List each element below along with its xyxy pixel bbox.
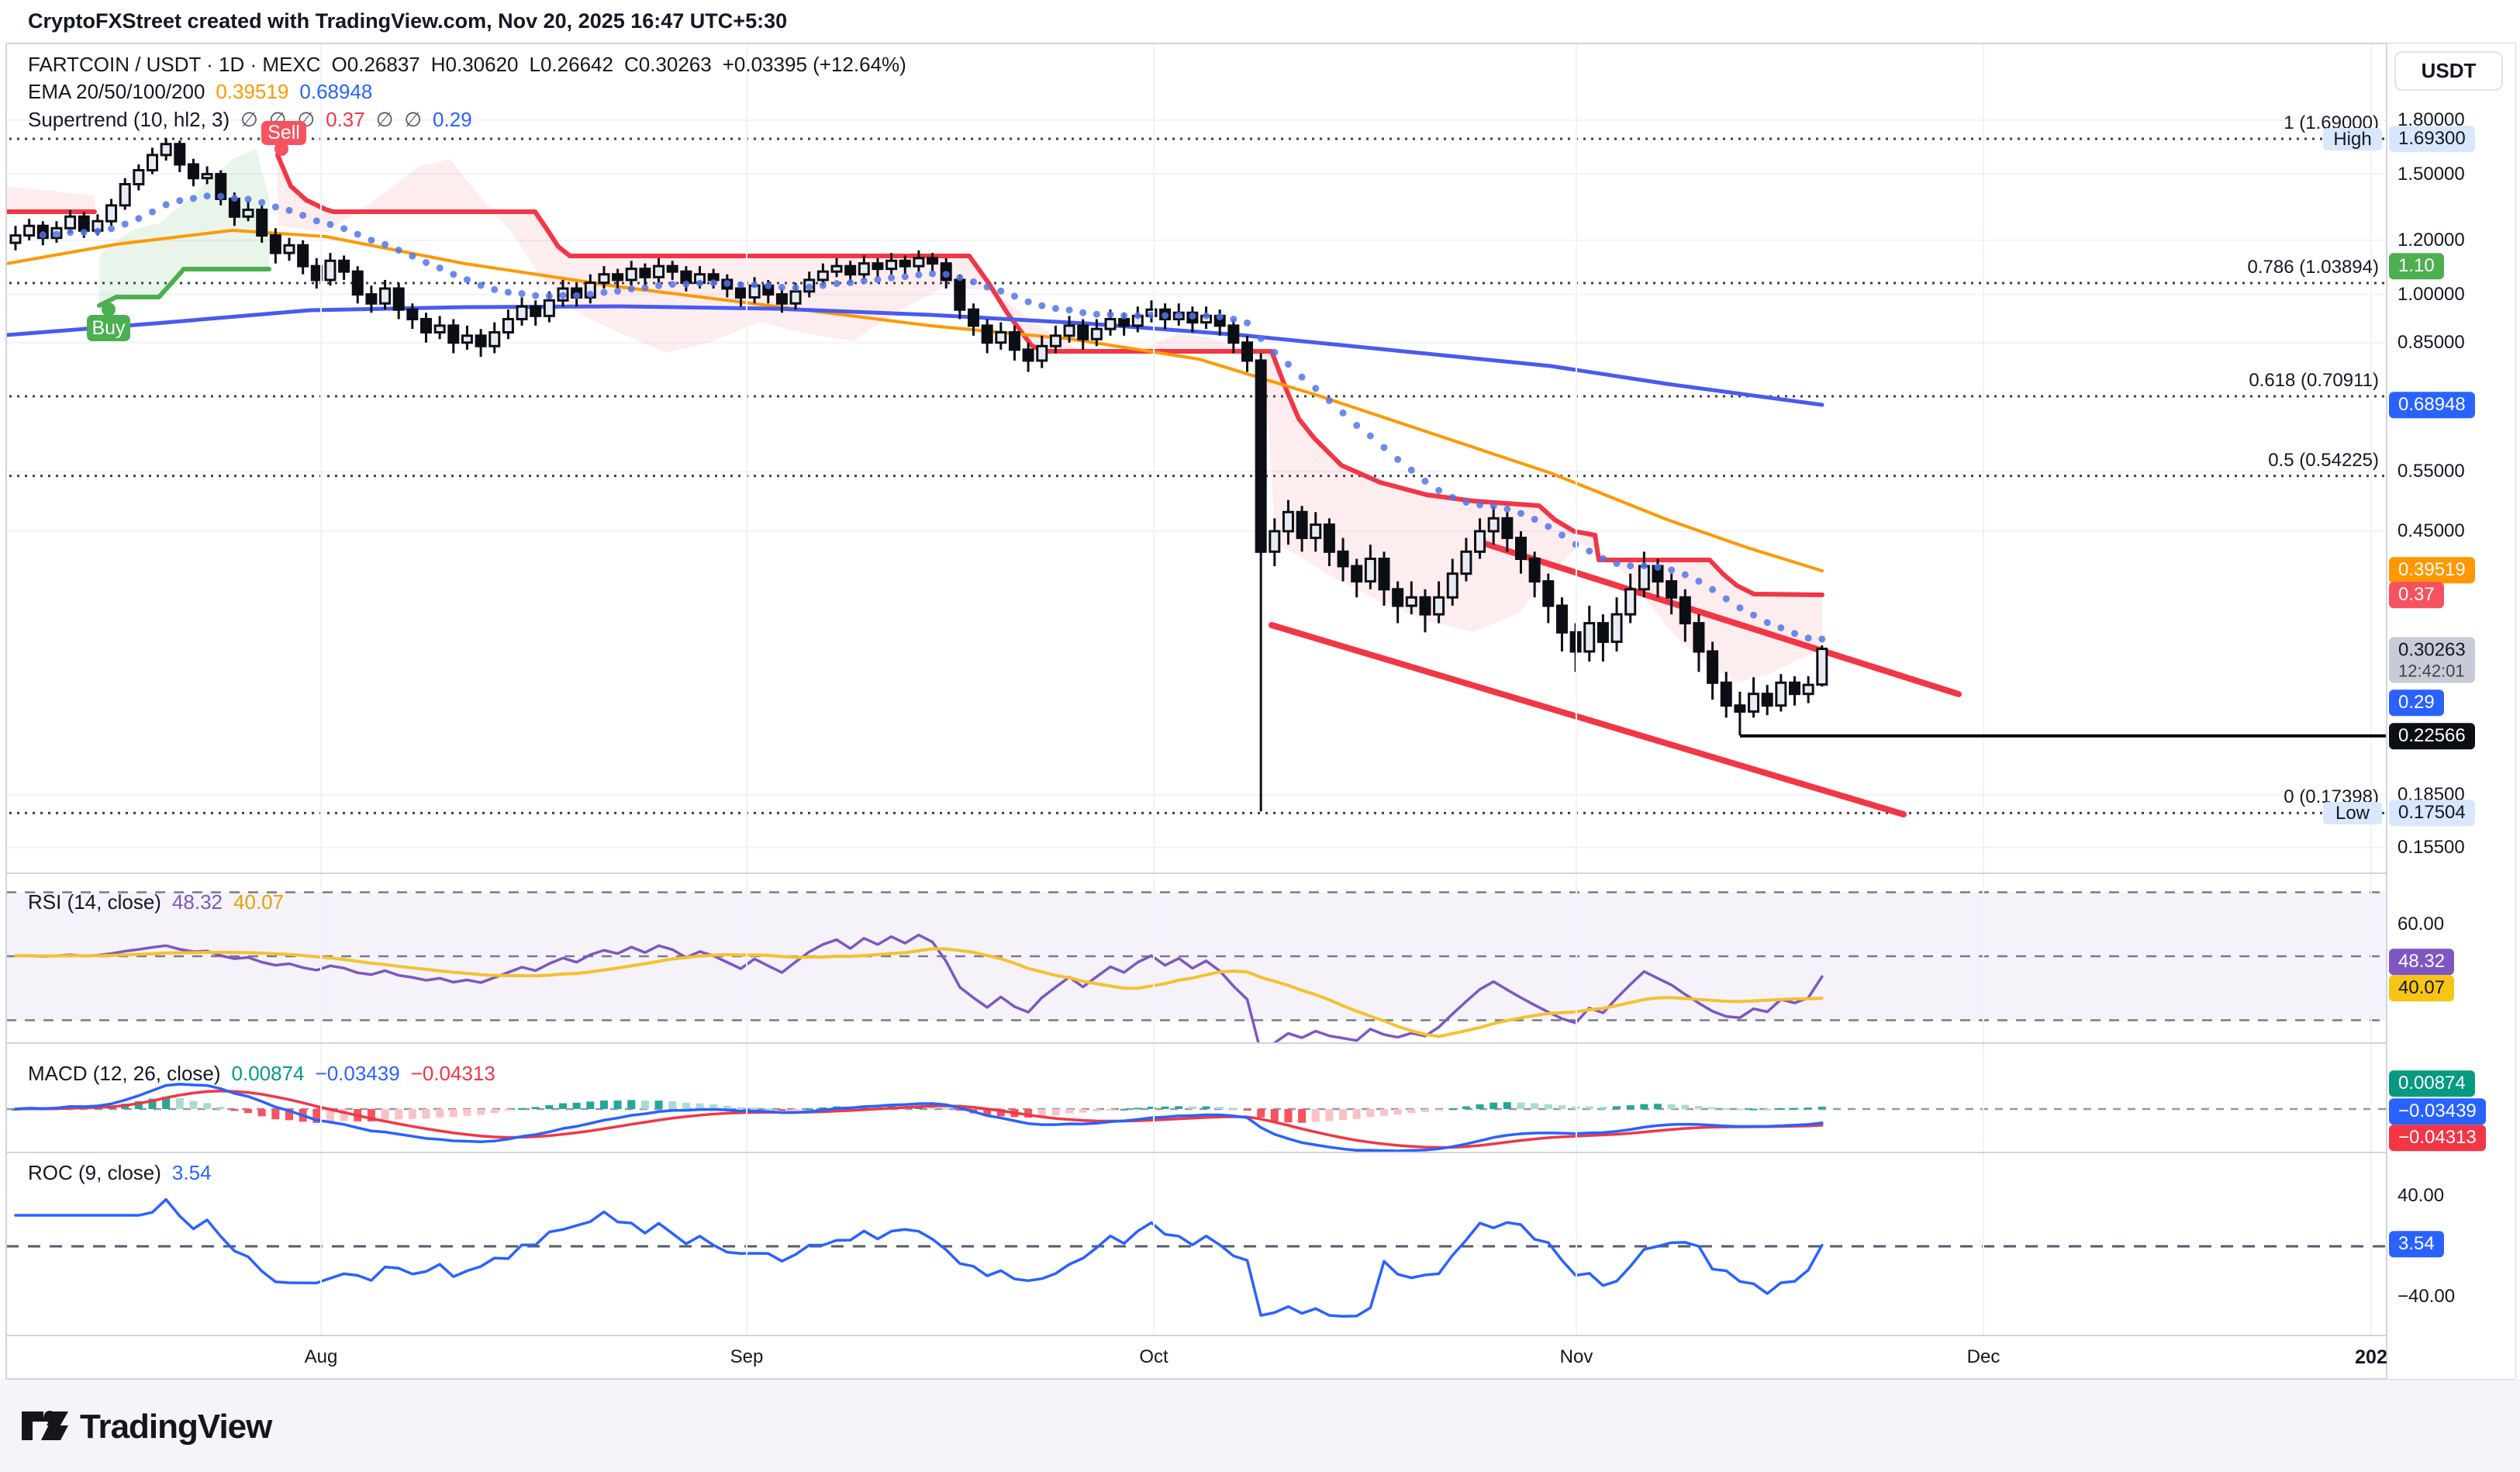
price-tick: 1.50000 (2397, 163, 2465, 185)
axis-price-badge: 0.17504 (2389, 800, 2475, 826)
time-axis-month-label: Aug (304, 1346, 338, 1367)
axis-price-badge: 40.07 (2389, 975, 2455, 1001)
ema-label[interactable]: EMA 20/50/100/200 (28, 80, 205, 103)
supertrend-buy-signal[interactable]: Buy (87, 315, 130, 341)
ohlc-change: +0.03395 (+12.64%) (722, 53, 906, 76)
time-axis-year-label: 202 (2355, 1346, 2387, 1368)
macd-hist-value: 0.00874 (231, 1062, 305, 1085)
price-tick: 1.20000 (2397, 229, 2465, 251)
buy-signal-label: Buy (91, 316, 126, 339)
indicator-tick: 60.00 (2397, 914, 2445, 935)
currency-label: USDT (2421, 59, 2477, 82)
rsi-pane (6, 891, 2387, 1043)
fib-level-label[interactable]: 0.786 (1.03894) (2247, 256, 2379, 278)
time-axis-month-label: Dec (1966, 1346, 2000, 1367)
axis-price-badge: 0.00874 (2389, 1070, 2475, 1097)
indicator-tick: 40.00 (2397, 1185, 2445, 1206)
hidden-value-icon: ∅ (375, 108, 394, 131)
sell-signal-label: Sell (268, 122, 300, 143)
price-tick: 0.85000 (2397, 331, 2465, 353)
axis-price-badge: −0.04313 (2389, 1125, 2486, 1151)
axis-price-badge: 0.29 (2389, 689, 2444, 716)
axis-price-badge: 3.54 (2389, 1231, 2444, 1257)
axis-price-badge: 0.22566 (2389, 723, 2475, 749)
high-chip-label: High (2333, 128, 2372, 150)
time-axis-month-label: Oct (1139, 1346, 1169, 1367)
legend-rsi-row[interactable]: RSI (14, close) 48.32 40.07 (28, 890, 284, 914)
ohlc-open: O0.26837 (331, 53, 420, 76)
price-axis[interactable]: 1.80000 1.50000 1.20000 1.00000 0.85000 0.550… (2387, 43, 2515, 1379)
time-axis-month-label: Sep (730, 1346, 764, 1367)
macd-pane (6, 1083, 2387, 1152)
main-pane (6, 119, 2387, 848)
rsi-value: 48.32 (171, 890, 223, 914)
ema200-value: 0.68948 (299, 80, 373, 103)
hidden-value-icon: ∅ (404, 108, 423, 131)
macd-signal-value: −0.04313 (410, 1062, 495, 1085)
rsi-label[interactable]: RSI (14, close) (28, 890, 161, 914)
axis-price-badge: 0.30263 12:42:01 (2389, 637, 2475, 683)
sell-signal-dot-icon (274, 142, 288, 156)
axis-price-badge: 1.69300 (2389, 126, 2475, 152)
rsi-ma-value: 40.07 (233, 890, 285, 914)
axis-price-badge: 48.32 (2389, 949, 2455, 975)
ema100-value: 0.39519 (216, 80, 289, 103)
indicator-tick: −40.00 (2397, 1286, 2456, 1307)
price-tick: 0.45000 (2397, 520, 2465, 541)
buy-signal-dot-icon (102, 302, 116, 316)
fib-level-label[interactable]: 0.5 (0.54225) (2268, 449, 2379, 471)
roc-value: 3.54 (171, 1161, 212, 1184)
supertrend-label[interactable]: Supertrend (10, hl2, 3) (28, 108, 230, 131)
supertrend-sell-stop: 0.37 (326, 108, 365, 131)
roc-pane (6, 1197, 2387, 1318)
supertrend-buy-stop: 0.29 (433, 108, 472, 131)
tradingview-logo[interactable]: TradingView (21, 1405, 272, 1449)
high-price-chip: High (2323, 128, 2382, 150)
price-tick: 0.15500 (2397, 836, 2465, 858)
countdown-timer: 12:42:01 (2398, 661, 2465, 681)
axis-price-badge: 0.37 (2389, 582, 2444, 608)
low-chip-label: Low (2335, 802, 2370, 824)
axis-price-badge: 1.10 (2389, 253, 2444, 279)
macd-label[interactable]: MACD (12, 26, close) (28, 1062, 221, 1085)
ohlc-low: L0.26642 (529, 53, 613, 76)
price-tick: 1.00000 (2397, 283, 2465, 305)
price-tick: 0.55000 (2397, 461, 2465, 482)
time-axis-month-label: Nov (1559, 1346, 1593, 1367)
low-price-chip: Low (2323, 802, 2382, 824)
legend-macd-row[interactable]: MACD (12, 26, close) 0.00874 −0.03439 −0… (28, 1062, 495, 1086)
tradingview-logo-icon (22, 1411, 68, 1440)
axis-price-badge: 0.68948 (2389, 392, 2475, 418)
macd-line-value: −0.03439 (315, 1062, 400, 1085)
supertrend-sell-signal[interactable]: Sell (261, 121, 306, 145)
legend-roc-row[interactable]: ROC (9, close) 3.54 (28, 1161, 212, 1185)
tradingview-logo-text: TradingView (80, 1408, 272, 1446)
currency-toggle-button[interactable]: USDT (2394, 51, 2503, 91)
legend-ema-row[interactable]: EMA 20/50/100/200 0.39519 0.68948 (28, 80, 372, 104)
axis-price-badge: −0.03439 (2389, 1098, 2486, 1125)
axis-price-badge: 0.39519 (2389, 557, 2475, 583)
legend-supertrend-row[interactable]: Supertrend (10, hl2, 3) ∅ ∅ ∅ 0.37 ∅ ∅ 0… (28, 108, 472, 132)
ohlc-close: C0.30263 (623, 53, 712, 76)
roc-label[interactable]: ROC (9, close) (28, 1161, 161, 1184)
ohlc-high: H0.30620 (430, 53, 519, 76)
legend-symbol-row[interactable]: FARTCOIN / USDT · 1D · MEXC O0.26837 H0.… (28, 53, 906, 77)
attribution-text: CryptoFXStreet created with TradingView.… (28, 9, 788, 33)
symbol-title[interactable]: FARTCOIN / USDT · 1D · MEXC (28, 53, 321, 76)
fib-level-label[interactable]: 0.618 (0.70911) (2249, 370, 2379, 392)
hidden-value-icon: ∅ (240, 108, 258, 131)
